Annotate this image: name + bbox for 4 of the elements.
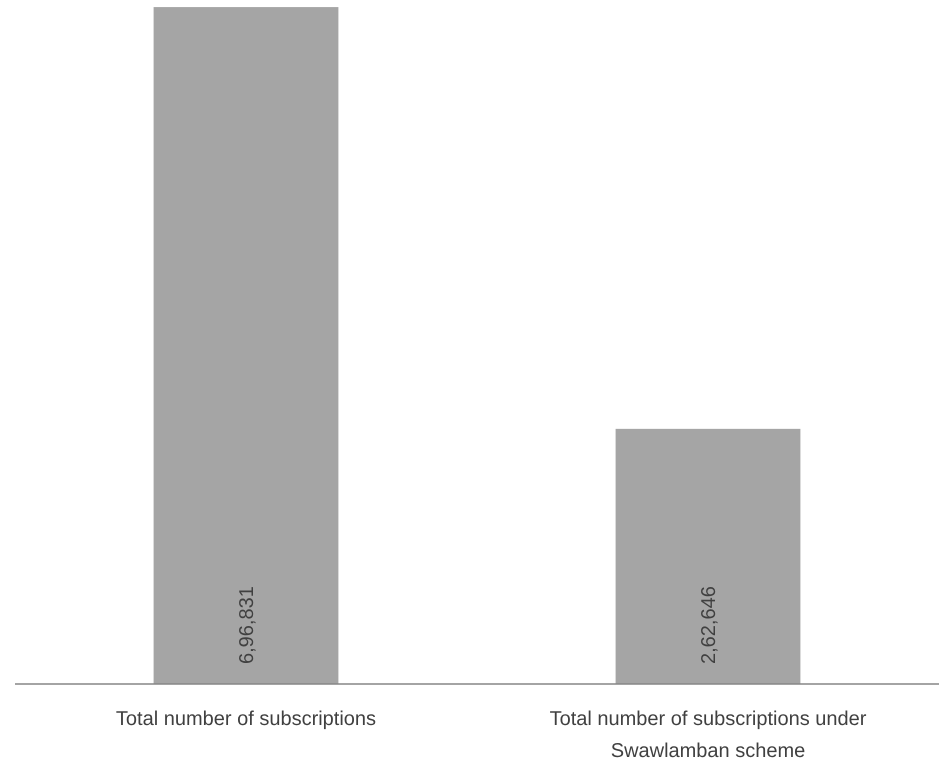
data-label: 6,96,831 xyxy=(236,586,258,664)
x-tick-label: Total number of subscriptions xyxy=(116,708,376,730)
x-tick-label: Total number of subscriptions under Swawlamban scheme xyxy=(550,708,867,762)
data-label: 2,62,646 xyxy=(698,586,720,664)
